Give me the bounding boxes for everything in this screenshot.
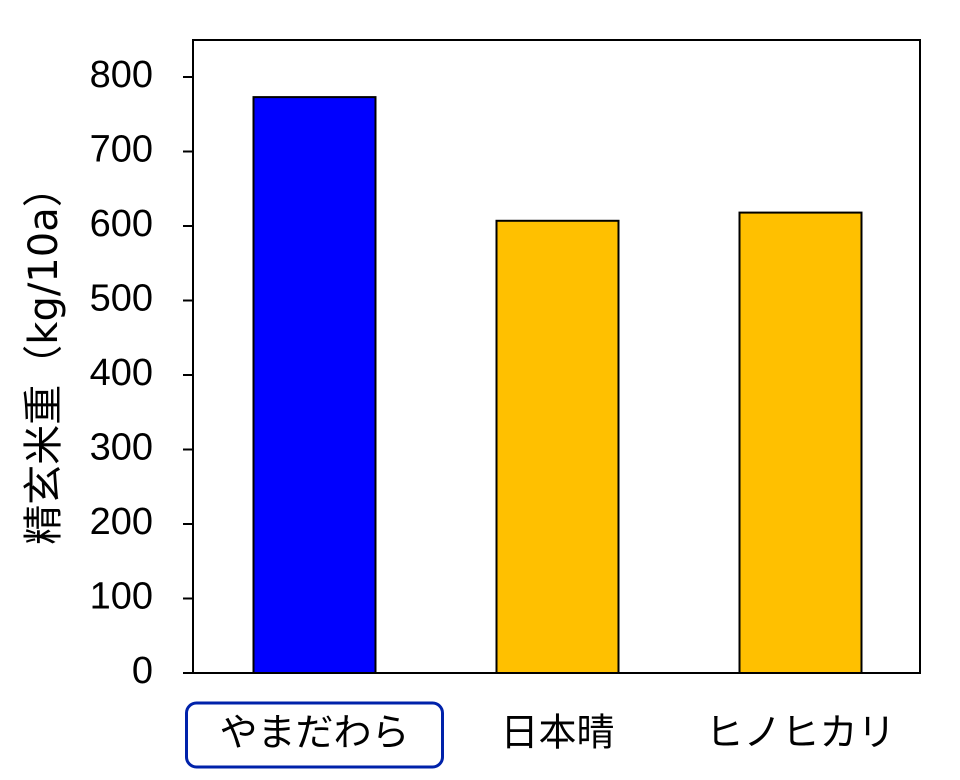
y-axis-ticks (183, 76, 193, 674)
bar (495, 219, 620, 674)
x-category-label: 日本晴 (500, 711, 614, 755)
x-axis-category-labels: やまだわら 日本晴 ヒノヒカリ (219, 711, 895, 755)
x-category-label: ヒノヒカリ (705, 711, 895, 755)
bar (738, 211, 863, 674)
category-highlight-box (185, 701, 444, 769)
plot-area-frame (192, 39, 921, 674)
y-tick-label: 700 (90, 129, 153, 171)
y-axis-title: 精玄米重（kg/10a） (21, 167, 67, 544)
y-tick-label: 100 (90, 576, 153, 618)
y-tick-label: 300 (90, 427, 153, 469)
bar (252, 96, 377, 675)
bars (252, 96, 863, 675)
y-axis-title-group: 精玄米重（kg/10a） (21, 167, 67, 544)
x-category-label: やまだわら (219, 711, 409, 755)
y-tick-label: 200 (90, 501, 153, 543)
y-tick-label: 400 (90, 352, 153, 394)
y-tick-label: 600 (90, 203, 153, 245)
y-tick-label: 0 (132, 650, 153, 692)
category-highlight (185, 701, 444, 769)
y-tick-label: 500 (90, 278, 153, 320)
y-axis-tick-labels: 0 100 200 300 400 500 600 700 800 (90, 54, 153, 692)
y-tick-label: 800 (90, 54, 153, 96)
